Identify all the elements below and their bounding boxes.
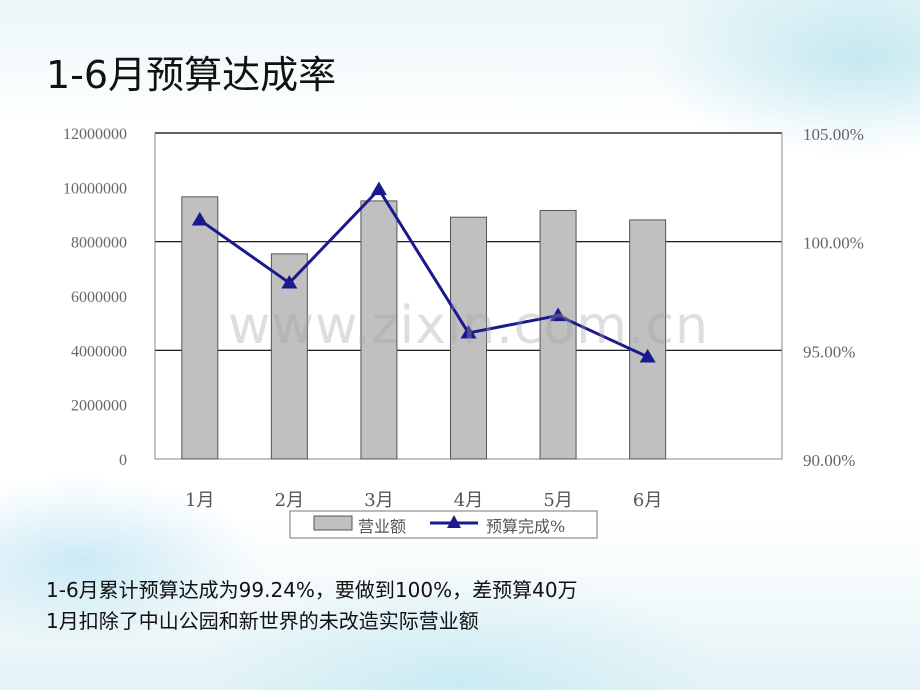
- footnote: 1月扣除了中山公园和新世界的未改造实际营业额: [46, 609, 479, 633]
- chart-legend: 营业额 预算完成%: [289, 510, 598, 539]
- left-tick-label: 8000000: [71, 235, 127, 252]
- left-axis-ticks: 0 2000000 4000000 6000000 8000000 10000000 120…: [63, 126, 127, 469]
- category-label: 6月: [633, 490, 662, 511]
- left-tick-label: 6000000: [71, 289, 127, 306]
- right-tick-label: 90.00%: [803, 451, 855, 470]
- legend-bar-label: 营业额: [358, 517, 406, 536]
- right-tick-label: 100.00%: [803, 234, 864, 253]
- line-point: [460, 324, 477, 339]
- category-label: 5月: [543, 490, 572, 511]
- line-point: [639, 348, 656, 363]
- line-point: [191, 211, 208, 226]
- watermark: www.zixin.com.cn: [228, 296, 709, 356]
- bar: [360, 200, 398, 460]
- bar: [539, 209, 577, 460]
- left-tick-label: 12000000: [63, 126, 127, 143]
- left-tick-label: 0: [119, 452, 127, 469]
- bars-layer: [181, 196, 667, 460]
- category-label: 3月: [364, 490, 393, 511]
- left-tick-label: 10000000: [63, 180, 127, 197]
- legend-bar-swatch: [313, 515, 353, 531]
- line-point: [370, 181, 387, 196]
- summary-note: 1-6月累计预算达成为99.24%，要做到100%，差预算40万: [46, 578, 578, 602]
- line-layer: [191, 181, 656, 363]
- bar: [629, 219, 667, 460]
- series-line: [198, 188, 649, 359]
- bar: [181, 196, 219, 460]
- left-tick-label: 2000000: [71, 398, 127, 415]
- category-label: 4月: [454, 490, 483, 511]
- line-point: [281, 274, 298, 289]
- right-axis-ticks: 90.00% 95.00% 100.00% 105.00%: [803, 125, 864, 470]
- legend-line-label: 预算完成%: [486, 517, 565, 536]
- left-tick-label: 4000000: [71, 343, 127, 360]
- category-axis-ticks: 1月 2月 3月 4月 5月 6月: [185, 490, 662, 511]
- line-point: [550, 307, 567, 322]
- right-tick-label: 105.00%: [803, 125, 864, 144]
- right-tick-label: 95.00%: [803, 342, 855, 361]
- category-label: 1月: [185, 490, 214, 511]
- category-label: 2月: [275, 490, 304, 511]
- legend-triangle-icon: [447, 515, 461, 528]
- slide-title: 1-6月预算达成率: [46, 53, 337, 97]
